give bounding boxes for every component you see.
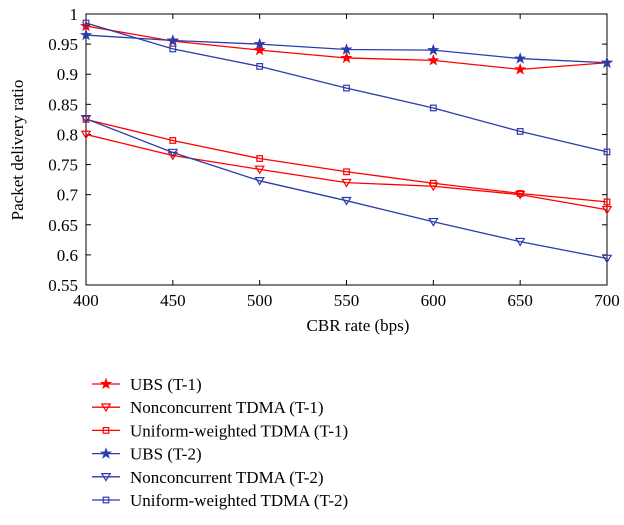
series-4 <box>80 114 613 264</box>
data-point <box>343 84 350 92</box>
data-point <box>82 19 90 27</box>
data-point <box>429 179 437 187</box>
data-point <box>603 198 611 206</box>
data-point <box>166 34 179 46</box>
data-point <box>601 254 613 264</box>
legend-marker <box>99 447 113 459</box>
x-axis-title: CBR rate (bps) <box>307 316 410 335</box>
y-tick-label: 0.9 <box>57 65 78 84</box>
series-2 <box>82 115 611 206</box>
series-line <box>85 22 608 153</box>
legend-item: Uniform-weighted TDMA (T-2) <box>92 491 348 510</box>
data-point <box>253 37 266 50</box>
y-axis-title: Packet delivery ratio <box>8 80 27 221</box>
x-tick-label: 600 <box>421 291 447 310</box>
x-tick-label: 400 <box>73 291 99 310</box>
data-point <box>428 217 439 227</box>
x-tick-label: 500 <box>247 291 273 310</box>
data-point <box>254 165 265 175</box>
legend-label: Nonconcurrent TDMA (T-1) <box>130 398 324 417</box>
data-point <box>341 178 352 188</box>
data-point <box>169 137 177 144</box>
x-tick-label: 450 <box>160 291 186 310</box>
data-point <box>254 177 265 186</box>
legend-label: UBS (T-1) <box>130 375 202 394</box>
data-point <box>343 168 350 176</box>
data-point <box>516 190 524 197</box>
data-point <box>256 155 264 162</box>
data-point <box>514 190 526 200</box>
y-tick-label: 0.55 <box>48 276 78 295</box>
data-point <box>80 114 92 124</box>
data-point <box>429 104 437 112</box>
legend-marker <box>99 377 113 390</box>
data-point <box>80 130 92 140</box>
data-point <box>601 205 613 215</box>
data-point <box>79 28 93 41</box>
data-point <box>253 43 266 56</box>
data-point <box>516 128 524 135</box>
data-point <box>514 62 527 75</box>
series-3 <box>79 28 614 68</box>
series-5 <box>82 19 611 156</box>
data-point <box>340 43 353 55</box>
data-point <box>340 51 353 64</box>
y-tick-label: 0.95 <box>48 35 78 54</box>
legend-label: Uniform-weighted TDMA (T-2) <box>130 491 348 510</box>
x-tick-label: 550 <box>334 291 360 310</box>
legend-marker <box>100 473 112 482</box>
legend-marker <box>100 403 112 413</box>
data-point <box>600 56 614 68</box>
legend-item: UBS (T-2) <box>92 445 202 464</box>
data-point <box>167 148 179 158</box>
data-point <box>514 52 527 64</box>
legend-marker <box>102 427 110 434</box>
legend-label: Nonconcurrent TDMA (T-2) <box>130 468 324 487</box>
legend-label: Uniform-weighted TDMA (T-1) <box>130 421 348 440</box>
data-point <box>427 53 440 66</box>
data-point <box>341 196 352 206</box>
x-tick-label: 700 <box>594 291 620 310</box>
legend-item: Uniform-weighted TDMA (T-1) <box>92 421 348 440</box>
y-tick-label: 0.6 <box>57 246 78 265</box>
y-tick-label: 0.7 <box>57 186 79 205</box>
data-point <box>603 148 611 156</box>
y-tick-label: 0.85 <box>48 95 78 114</box>
x-tick-label: 650 <box>507 291 533 310</box>
legend-marker <box>102 496 110 504</box>
data-point <box>169 45 177 53</box>
y-tick-label: 0.75 <box>48 156 78 175</box>
legend-item: Nonconcurrent TDMA (T-1) <box>92 398 324 417</box>
legend-item: UBS (T-1) <box>92 375 202 394</box>
y-tick-label: 1 <box>70 5 79 24</box>
series-line <box>85 118 608 260</box>
data-point <box>427 43 440 56</box>
data-point <box>256 62 264 70</box>
data-point <box>514 237 526 247</box>
legend: UBS (T-1) Nonconcurrent TDMA (T-1) Uniform… <box>92 375 348 510</box>
legend-item: Nonconcurrent TDMA (T-2) <box>92 468 324 487</box>
legend-label: UBS (T-2) <box>130 445 202 464</box>
series-line <box>85 118 608 203</box>
y-tick-label: 0.65 <box>48 216 78 235</box>
y-tick-label: 0.8 <box>57 125 78 144</box>
